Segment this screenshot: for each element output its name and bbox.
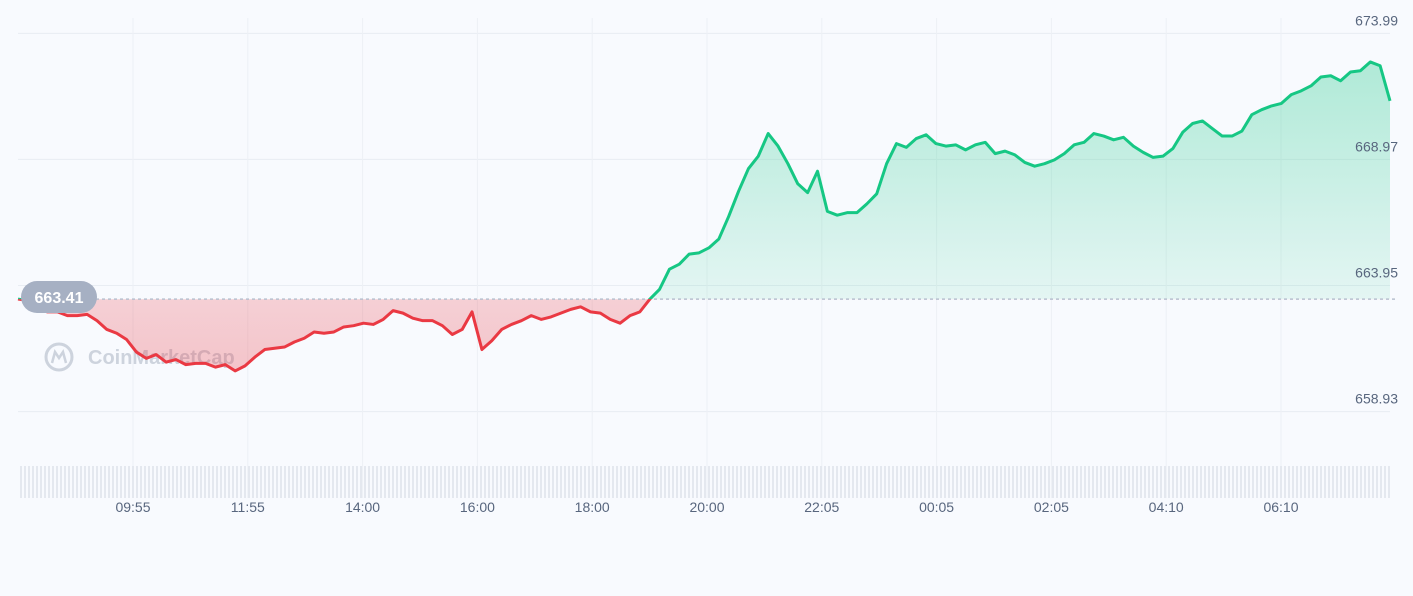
area-below-baseline: [18, 299, 1390, 371]
baseline-badge: 663.41: [21, 281, 97, 313]
y-tick-label: 673.99: [1355, 12, 1398, 28]
series-line-up: [18, 60, 1392, 300]
series-line-down: [17, 299, 653, 373]
y-tick-label: 668.97: [1355, 138, 1398, 154]
baseline-badge-bg: [21, 281, 97, 313]
y-tick-label: 663.95: [1355, 265, 1398, 281]
x-tick-label: 18:00: [575, 499, 610, 515]
x-tick-label: 11:55: [231, 499, 265, 515]
area-fill: [18, 61, 1390, 371]
price-line: [17, 60, 1392, 373]
x-tick-label: 14:00: [345, 499, 380, 515]
coinmarketcap-icon: [44, 342, 74, 372]
x-tick-label: 06:10: [1263, 499, 1298, 515]
x-tick-label: 02:05: [1034, 499, 1069, 515]
x-tick-label: 16:00: [460, 499, 495, 515]
x-tick-label: 00:05: [919, 499, 954, 515]
x-tick-label: 20:00: [689, 499, 724, 515]
y-axis: 673.99 668.97 663.95 658.93: [1355, 12, 1398, 406]
baseline-value-label: 663.41: [35, 290, 84, 307]
x-axis: 09:55 11:55 14:00 16:00 18:00 20:00 22:05 00:05…: [115, 499, 1298, 515]
volume-strip: [18, 466, 1390, 498]
area-above-baseline: [649, 61, 1390, 300]
y-tick-label: 658.93: [1355, 391, 1398, 407]
coinmarketcap-icon-mark: [50, 349, 68, 364]
x-tick-label: 04:10: [1149, 499, 1184, 515]
x-tick-label: 22:05: [804, 499, 839, 515]
x-tick-label: 09:55: [115, 499, 150, 515]
